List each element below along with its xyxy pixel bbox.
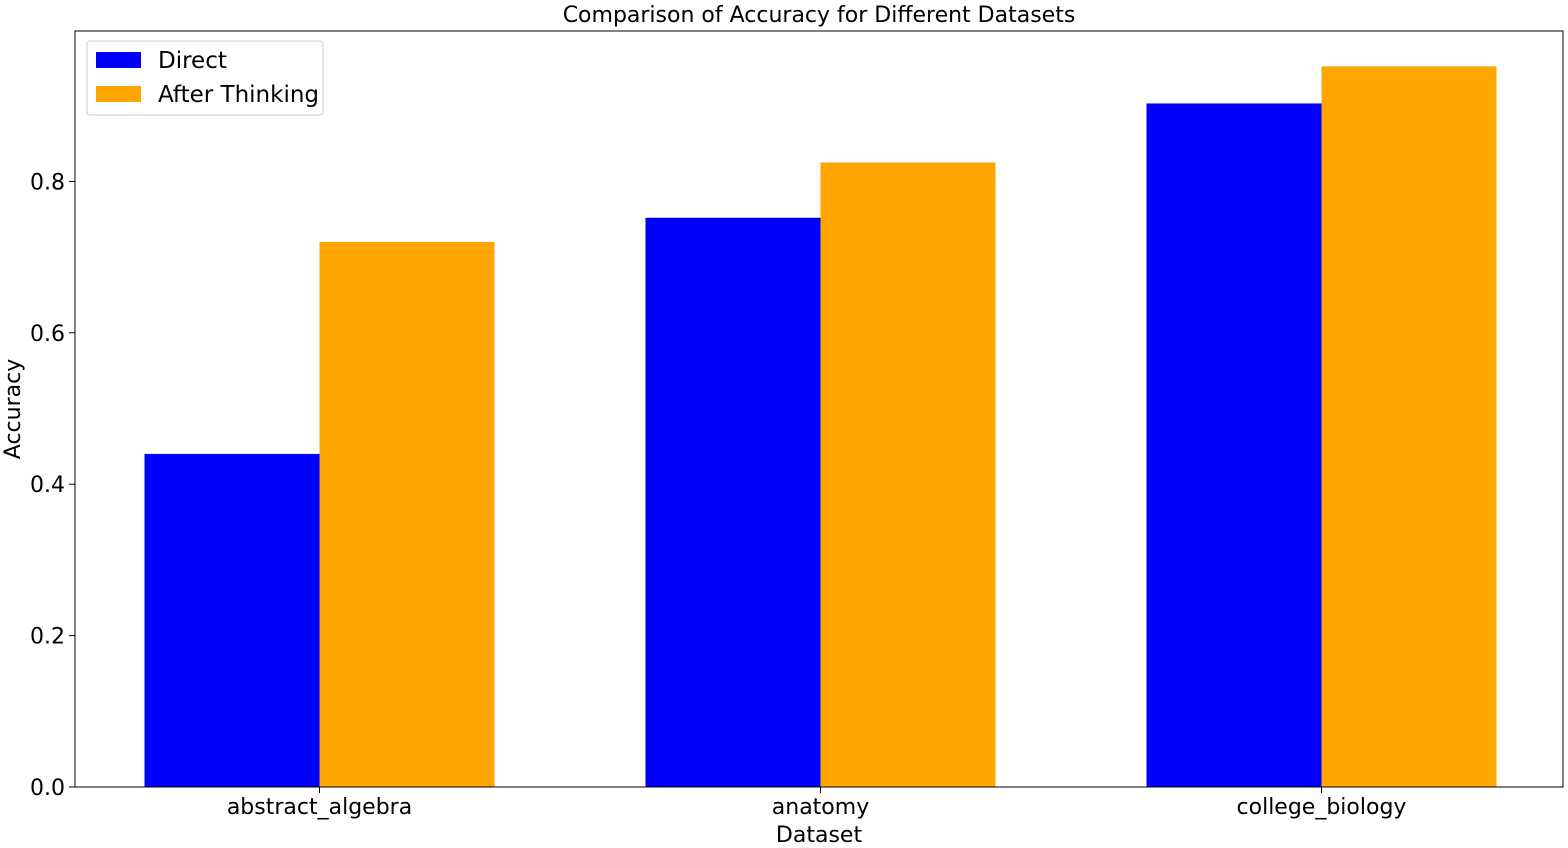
plot-area-frame: [74, 30, 1564, 788]
legend-label-after-thinking: After Thinking: [158, 82, 319, 108]
bars-group: [144, 66, 1497, 788]
y-tick-label: 0.6: [30, 322, 65, 347]
y-axis-ticks: 0.0 0.2 0.4 0.6 0.8: [30, 170, 75, 801]
bar-direct-college-biology: [1146, 103, 1322, 787]
x-axis-ticks: abstract_algebra anatomy college_biology: [227, 787, 1407, 820]
y-tick-label: 0.0: [30, 776, 65, 801]
bar-direct-abstract-algebra: [144, 453, 320, 787]
x-tick-label: anatomy: [772, 795, 869, 820]
legend-frame: [86, 40, 324, 116]
y-tick-label: 0.8: [30, 170, 65, 195]
legend-swatch-after-thinking: [96, 86, 141, 102]
bar-after-thinking-anatomy: [820, 162, 996, 788]
x-tick-label: abstract_algebra: [227, 795, 412, 820]
legend-swatch-direct: [96, 52, 141, 68]
bar-direct-anatomy: [645, 217, 821, 788]
x-axis-label: Dataset: [776, 823, 863, 848]
chart-title: Comparison of Accuracy for Different Dat…: [563, 3, 1076, 28]
legend: Direct After Thinking: [86, 40, 324, 116]
y-tick-label: 0.4: [30, 473, 65, 498]
legend-label-direct: Direct: [158, 48, 227, 74]
bar-after-thinking-college-biology: [1321, 66, 1497, 787]
x-tick-label: college_biology: [1237, 795, 1407, 820]
y-tick-label: 0.2: [30, 625, 65, 650]
bar-after-thinking-abstract-algebra: [319, 241, 495, 787]
y-axis-label: Accuracy: [1, 359, 26, 459]
